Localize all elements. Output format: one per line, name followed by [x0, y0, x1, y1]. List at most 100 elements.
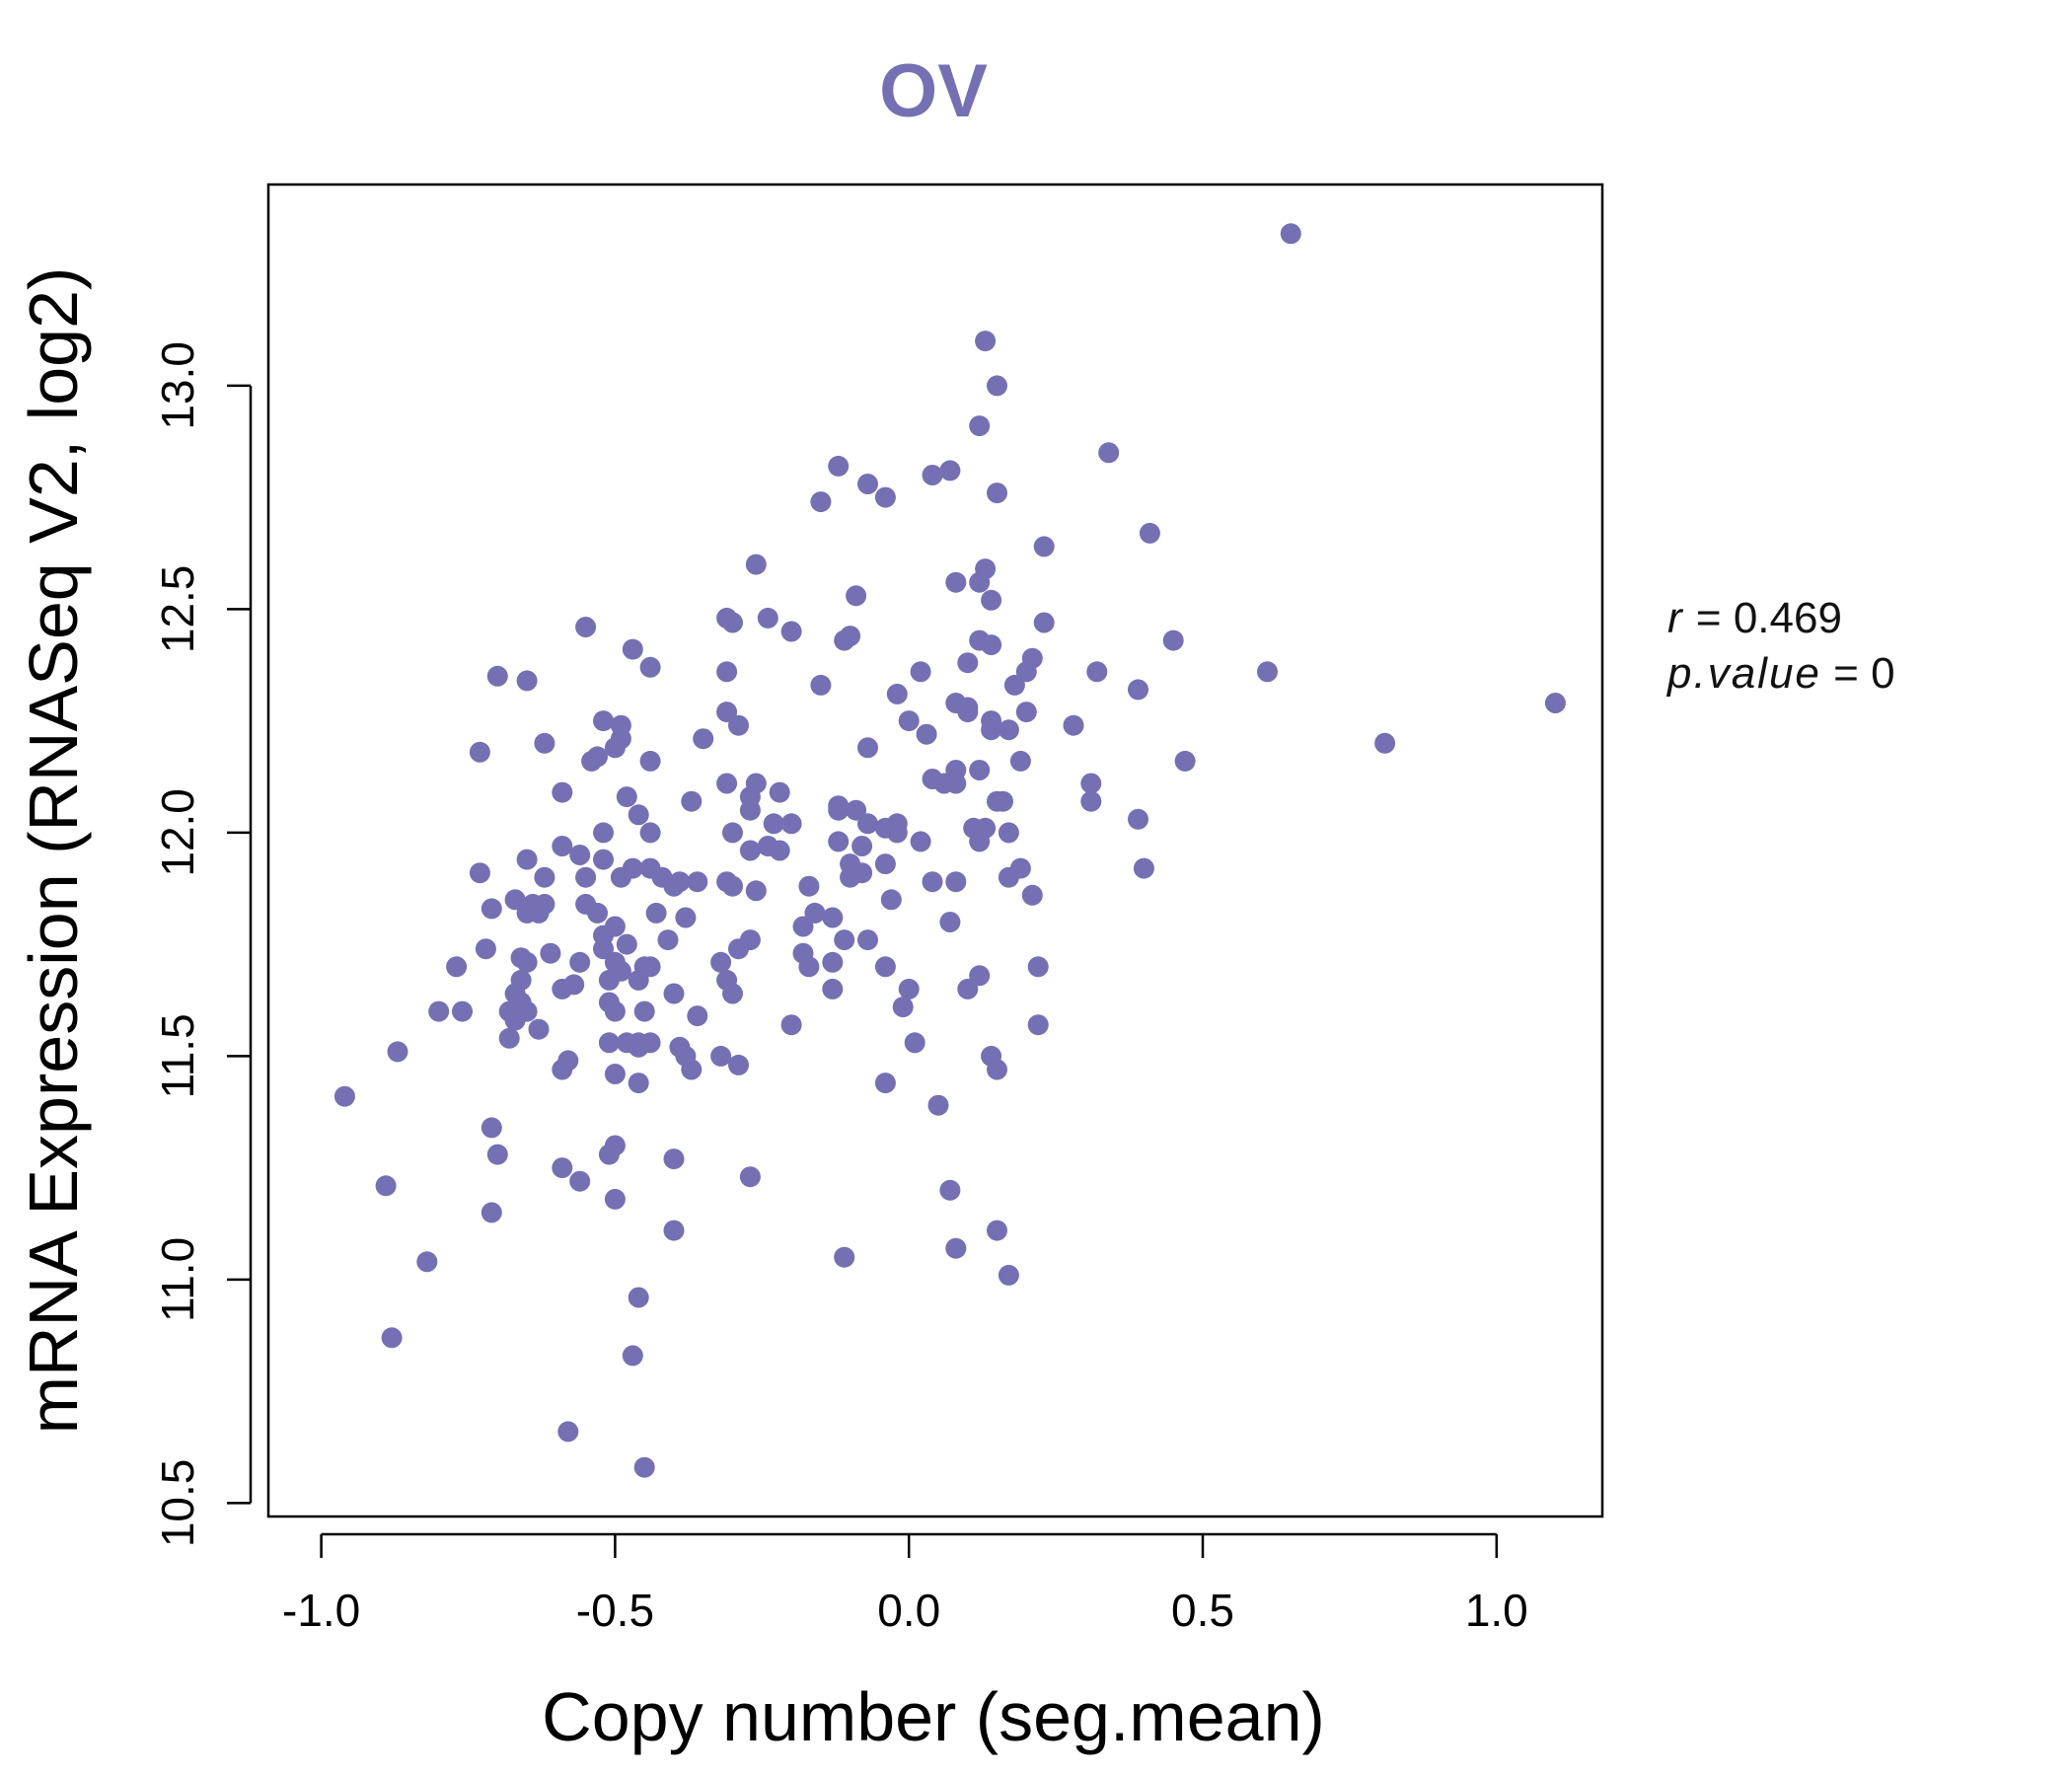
data-point — [945, 571, 967, 593]
data-point — [846, 799, 867, 821]
data-point — [716, 871, 738, 893]
data-point — [563, 974, 585, 996]
data-point — [1033, 612, 1055, 633]
p-label: p.value — [1667, 649, 1821, 698]
data-point — [780, 1014, 802, 1036]
data-point — [927, 1094, 949, 1116]
data-point — [922, 465, 943, 485]
data-point — [792, 916, 814, 937]
data-point — [616, 786, 637, 808]
data-point — [804, 902, 826, 924]
data-point — [969, 760, 991, 780]
data-point — [898, 978, 920, 999]
data-point — [722, 612, 743, 633]
data-point — [333, 1085, 355, 1107]
data-point — [904, 1032, 925, 1054]
data-point — [557, 1421, 579, 1443]
data-point — [486, 665, 508, 687]
data-point — [922, 871, 943, 893]
x-tick-label: 0.0 — [877, 1585, 940, 1636]
data-point — [1544, 693, 1566, 713]
data-point — [739, 1166, 761, 1188]
data-point — [657, 929, 679, 951]
y-tick-label: 12.0 — [152, 788, 203, 877]
data-point — [693, 728, 714, 750]
data-point — [481, 1117, 502, 1139]
data-point — [628, 804, 649, 826]
x-tick-label: 0.5 — [1171, 1585, 1234, 1636]
data-point — [1033, 536, 1055, 557]
data-point — [757, 836, 778, 856]
y-tick-label: 11.5 — [152, 1013, 203, 1098]
data-point — [604, 1064, 626, 1084]
data-point — [828, 455, 850, 477]
data-point — [857, 929, 878, 951]
data-point — [534, 866, 555, 888]
y-tick-label: 12.5 — [152, 565, 203, 654]
data-point — [1280, 223, 1301, 245]
data-point — [745, 554, 767, 575]
data-point — [469, 862, 490, 884]
data-point — [834, 929, 855, 951]
y-axis: 10.5 11.0 11.5 12.0 12.5 13.0 — [152, 341, 253, 1547]
data-point — [687, 871, 708, 893]
data-point — [957, 652, 979, 674]
data-point — [481, 898, 502, 920]
data-point — [645, 902, 667, 924]
data-point — [1027, 956, 1049, 978]
data-point — [975, 331, 997, 352]
data-point — [822, 978, 844, 999]
data-point — [987, 1220, 1007, 1241]
data-point — [628, 1036, 649, 1058]
data-point — [987, 1059, 1007, 1080]
data-point — [486, 1144, 508, 1165]
data-point — [504, 889, 526, 911]
data-point — [763, 813, 784, 835]
data-point — [1139, 522, 1160, 544]
data-point — [446, 956, 468, 978]
data-point — [516, 951, 538, 973]
data-point — [1009, 750, 1031, 772]
data-point — [610, 866, 631, 888]
data-point — [628, 969, 649, 991]
data-point — [910, 661, 931, 683]
data-point — [898, 710, 920, 732]
data-point — [1063, 714, 1084, 736]
data-point — [892, 997, 914, 1018]
data-point — [1174, 750, 1196, 772]
data-point — [757, 607, 778, 629]
data-point — [939, 1179, 961, 1201]
data-point — [581, 750, 603, 772]
data-point — [498, 1027, 520, 1049]
data-point — [1021, 884, 1043, 906]
data-point — [874, 486, 896, 508]
data-point — [798, 875, 820, 897]
data-point — [840, 866, 861, 888]
data-point — [987, 482, 1007, 504]
data-point — [728, 714, 749, 736]
data-point — [569, 845, 591, 865]
x-tick-label: 1.0 — [1465, 1585, 1528, 1636]
data-point — [710, 951, 732, 973]
data-point — [552, 1157, 573, 1179]
y-axis-label: mRNA Expression (RNASeq V2, log2) — [15, 267, 92, 1435]
data-point — [604, 1188, 626, 1210]
data-point — [769, 781, 790, 803]
data-point — [728, 1054, 749, 1075]
data-point — [633, 1456, 655, 1478]
r-value: 0.469 — [1733, 594, 1842, 642]
data-point — [552, 836, 573, 856]
p-equals: = — [1833, 649, 1859, 698]
data-point — [1098, 442, 1120, 464]
data-point — [681, 1059, 703, 1080]
data-point — [428, 1000, 450, 1022]
data-point — [569, 951, 591, 973]
y-tick-label: 11.0 — [152, 1237, 203, 1322]
data-point — [981, 719, 1002, 741]
data-point — [886, 822, 908, 844]
plot-frame — [266, 183, 1604, 1518]
data-point — [552, 781, 573, 803]
data-point — [1015, 702, 1037, 723]
data-point — [534, 893, 555, 915]
data-point — [886, 683, 908, 704]
